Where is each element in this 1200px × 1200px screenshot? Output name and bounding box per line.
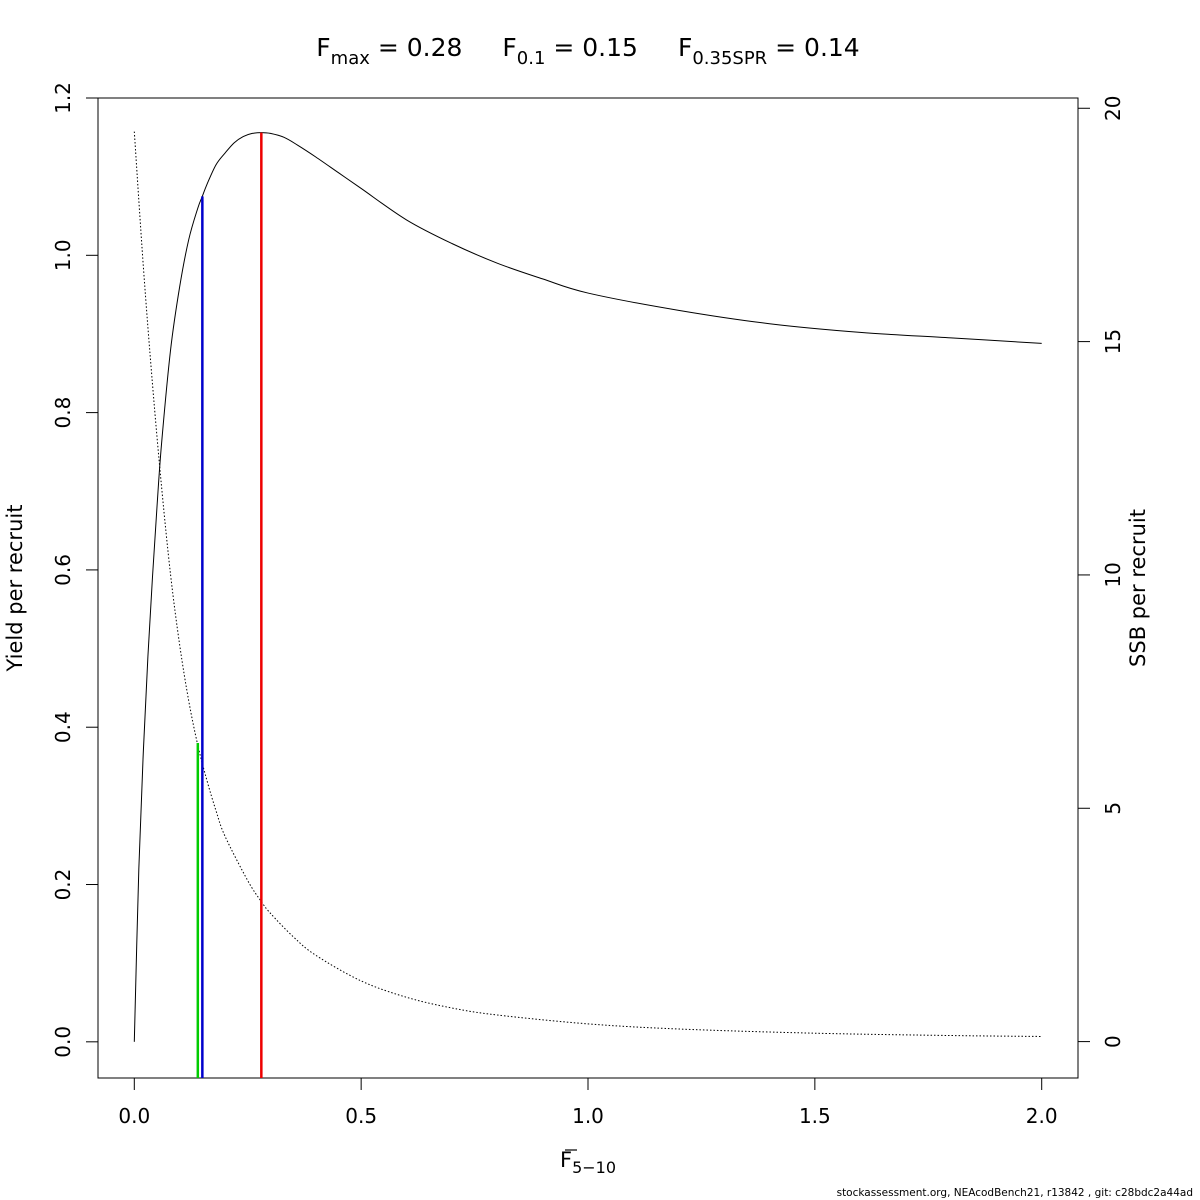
- y-axis-right-label: SSB per recruit: [1126, 509, 1150, 667]
- y-axis-right: 0 5 10 15 20: [1078, 96, 1125, 1048]
- x-tick-label: 0.5: [345, 1104, 377, 1128]
- f01-value: = 0.15: [545, 33, 638, 62]
- y-left-tick-label: 1.2: [51, 82, 75, 114]
- fmax-sub: max: [331, 48, 371, 69]
- ssb-per-recruit-line: [133, 131, 1042, 1037]
- y-left-tick-label: 1.0: [51, 239, 75, 271]
- fspr-sub: 0.35SPR: [692, 48, 767, 69]
- fmax-main: F: [316, 33, 330, 62]
- series-layer: [133, 131, 1042, 1042]
- x-axis: 0.0 0.5 1.0 1.5 2.0: [118, 1078, 1058, 1128]
- x-axis-label-main: F: [560, 1148, 572, 1172]
- y-right-tick-label: 10: [1101, 562, 1125, 587]
- y-axis-left-label: Yield per recruit: [3, 505, 27, 673]
- fmax-value: = 0.28: [370, 33, 463, 62]
- y-left-tick-label: 0.0: [51, 1026, 75, 1058]
- x-tick-label: 0.0: [118, 1104, 150, 1128]
- x-tick-label: 1.5: [799, 1104, 831, 1128]
- x-axis-label: F5−10: [560, 1148, 616, 1177]
- chart-title: Fmax = 0.28 F0.1 = 0.15 F0.35SPR = 0.14: [316, 33, 859, 69]
- reference-lines: [196, 132, 263, 1078]
- fspr-value: = 0.14: [767, 33, 860, 62]
- y-right-tick-label: 0: [1101, 1035, 1125, 1048]
- y-right-tick-label: 20: [1101, 96, 1125, 121]
- y-left-tick-label: 0.8: [51, 397, 75, 429]
- x-tick-label: 2.0: [1026, 1104, 1058, 1128]
- y-right-tick-label: 15: [1101, 329, 1125, 354]
- fspr-main: F: [678, 33, 692, 62]
- yield-per-recruit-line: [133, 132, 1042, 1042]
- y-right-tick-label: 5: [1101, 802, 1125, 815]
- x-tick-label: 1.0: [572, 1104, 604, 1128]
- plot-frame: [97, 97, 1079, 1079]
- f01-main: F: [502, 33, 516, 62]
- footer-credit: stockassessment.org, NEAcodBench21, r138…: [837, 1187, 1193, 1199]
- x-axis-label-sub: 5−10: [572, 1158, 616, 1177]
- y-left-tick-label: 0.2: [51, 869, 75, 901]
- y-left-tick-label: 0.6: [51, 554, 75, 586]
- y-left-tick-label: 0.4: [51, 711, 75, 743]
- f01-sub: 0.1: [517, 48, 546, 69]
- y-axis-left: 0.0 0.2 0.4 0.6 0.8 1.0 1.2: [51, 82, 98, 1058]
